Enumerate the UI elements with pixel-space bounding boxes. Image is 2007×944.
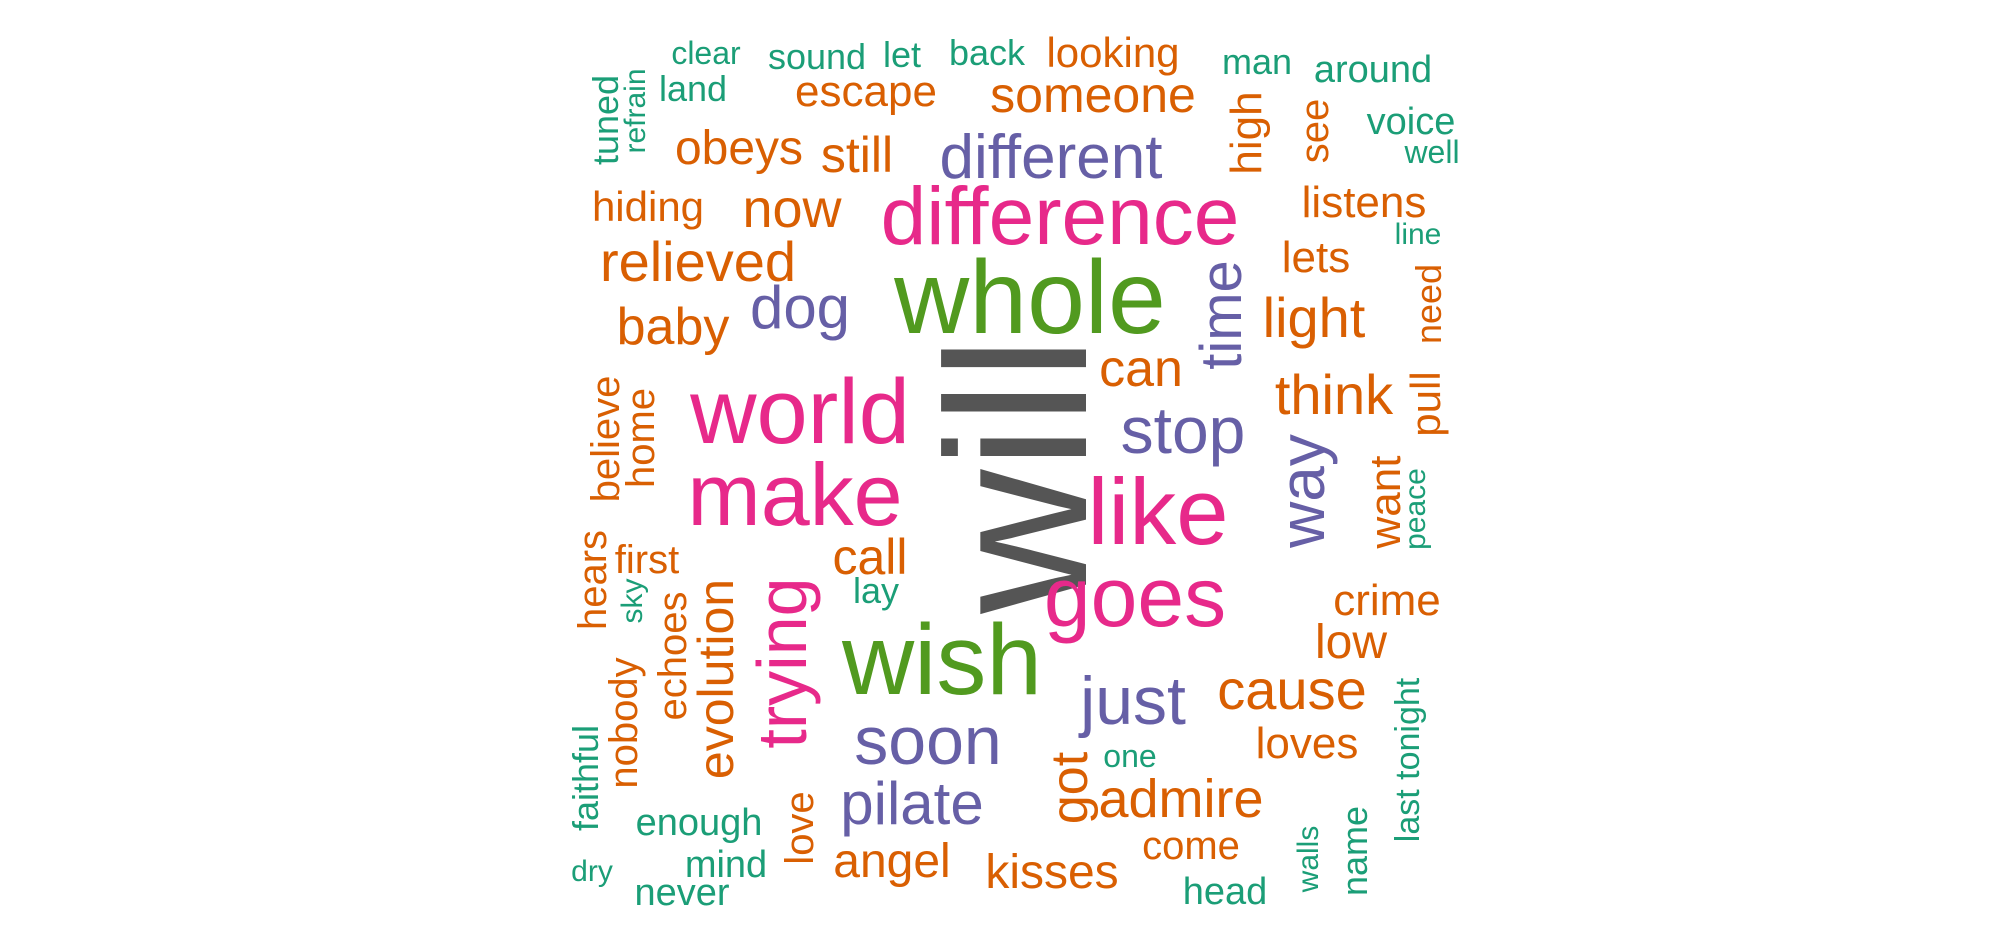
word-obeys: obeys [674, 122, 804, 175]
word-low: low [1314, 616, 1388, 669]
word-voice: voice [1366, 101, 1456, 143]
word-lay: lay [852, 570, 900, 611]
word-come: come [1142, 824, 1240, 868]
word-loves: loves [1255, 719, 1359, 768]
word-man: man [1221, 41, 1293, 82]
word-got: got [1041, 751, 1099, 825]
word-well: well [1404, 134, 1460, 170]
word-first: first [614, 538, 680, 582]
word-different: different [939, 123, 1163, 192]
word-back: back [948, 32, 1026, 73]
word-just: just [1080, 663, 1186, 739]
word-refrain: refrain [619, 68, 652, 154]
word-time: time [1189, 260, 1254, 370]
word-nobody: nobody [602, 657, 646, 789]
word-crime: crime [1333, 576, 1441, 625]
word-goes: goes [1043, 550, 1227, 644]
word-looking: looking [1046, 29, 1180, 76]
word-think: think [1274, 363, 1394, 426]
word-dog: dog [749, 274, 851, 341]
word-kisses: kisses [985, 846, 1119, 899]
word-one: one [1103, 738, 1157, 774]
word-make: make [687, 445, 903, 544]
word-hears: hears [571, 529, 615, 631]
word-can: can [1099, 340, 1183, 398]
word-angel: angel [833, 835, 951, 888]
word-still: still [820, 127, 894, 183]
word-now: now [742, 179, 842, 239]
word-escape: escape [795, 67, 937, 116]
word-never: never [634, 872, 730, 914]
word-lets: lets [1281, 233, 1351, 282]
word-call: call [832, 529, 908, 585]
word-mind: mind [684, 844, 768, 886]
word-love: love [778, 791, 822, 865]
word-dry: dry [571, 855, 613, 888]
word-baby: baby [616, 298, 730, 356]
word-home: home [619, 387, 663, 489]
word-land: land [658, 68, 728, 109]
word-line: line [1394, 218, 1442, 251]
word-admire: admire [1098, 769, 1264, 829]
word-pull: pull [1402, 371, 1449, 437]
word-relieved: relieved [599, 230, 797, 293]
word-faithful: faithful [565, 724, 606, 832]
word-someone: someone [990, 67, 1196, 123]
word-high: high [1222, 91, 1271, 175]
word-need: need [1408, 263, 1449, 345]
word-listens: listens [1301, 178, 1427, 227]
word-sound: sound [767, 36, 867, 77]
word-hiding: hiding [591, 183, 705, 230]
word-evolution: evolution [688, 578, 744, 780]
word-difference: difference [880, 171, 1240, 262]
word-trying: trying [743, 577, 821, 749]
word-walls: walls [1292, 825, 1325, 893]
word-world: world [690, 361, 910, 463]
word-head: head [1182, 871, 1268, 913]
word-enough: enough [635, 802, 763, 844]
word-last-tonight: last tonight [1389, 677, 1427, 843]
word-way: way [1266, 434, 1338, 548]
word-cause: cause [1217, 658, 1367, 721]
word-wish: wish [841, 604, 1043, 716]
word-clear: clear [671, 35, 741, 71]
word-echoes: echoes [651, 591, 695, 721]
word-stop: stop [1120, 393, 1246, 467]
word-light: light [1262, 286, 1366, 349]
word-whole: whole [894, 240, 1166, 356]
word-pilate: pilate [840, 770, 984, 837]
word-sky: sky [616, 578, 649, 624]
word-soon: soon [854, 703, 1002, 779]
word-see: see [1293, 98, 1337, 164]
word-like: like [1087, 459, 1229, 564]
word-around: around [1313, 49, 1433, 91]
word-peace: peace [1399, 468, 1432, 550]
word-name: name [1334, 805, 1375, 897]
word-let: let [882, 34, 922, 75]
